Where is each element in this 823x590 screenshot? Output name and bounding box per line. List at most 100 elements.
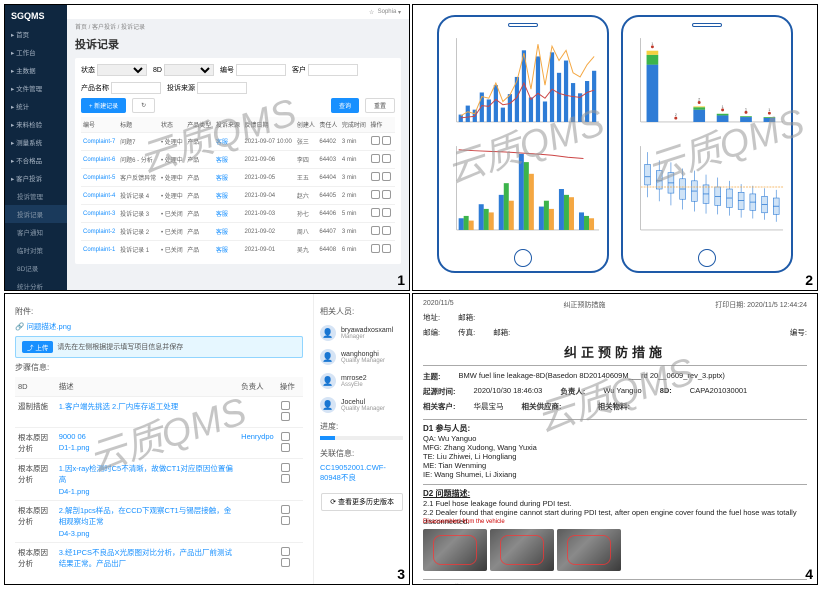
filter-id[interactable] [236, 64, 286, 76]
related-link[interactable]: CC19052001.CWF-80948不良 [320, 463, 403, 483]
edit-icon[interactable] [371, 190, 380, 199]
page-title: 投诉记录 [67, 34, 409, 54]
menu-item[interactable]: ▸ 文件管理 [5, 79, 67, 97]
step-row: 根本原因分析1.因x-ray检测时C5不清晰，故做CT1对应原因位置偏高D4-1… [15, 459, 303, 501]
report-corner: 纠正预防措施 [563, 300, 605, 310]
step-row: 遏制措施1.客户端先挑选 2.厂内库存返工处理 [15, 397, 303, 428]
step-row: 根本原因分析2.解剖1pcs样品，在CCD下观察CT1与锡层接触，金相观察均正常… [15, 501, 303, 543]
svg-text:1: 1 [768, 107, 770, 112]
steps-label: 步骤信息: [15, 362, 303, 373]
edit-icon[interactable] [371, 226, 380, 235]
related-label: 关联信息: [320, 448, 403, 459]
quad-4: 2020/11/5 纠正预防措施 打印日期: 2020/11/5 12:44:2… [412, 293, 818, 585]
d1-header: D1 参与人员: [423, 423, 807, 434]
refresh-button[interactable]: ↻ [132, 98, 155, 113]
search-button[interactable]: 查询 [331, 98, 359, 113]
expand-icon[interactable] [281, 443, 290, 452]
filter-customer[interactable] [308, 64, 358, 76]
table-row[interactable]: Complaint-7问题7• 处理中产品客服2021-09-07 10:00张… [81, 133, 395, 151]
participant: 👤wanghonghiQuality Manager [320, 345, 403, 369]
filter-8d[interactable] [164, 64, 214, 76]
menu-item[interactable]: ▸ 统计 [5, 97, 67, 115]
menu-item[interactable]: ▸ 主数据 [5, 61, 67, 79]
submenu-item[interactable]: 投诉管理 [5, 187, 67, 205]
table-row[interactable]: Complaint-5客户反馈异常• 处理中产品客服2021-09-05王五64… [81, 169, 395, 187]
steps-table: 8D描述负责人操作遏制措施1.客户端先挑选 2.厂内库存返工处理 根本原因分析9… [15, 377, 303, 573]
filter-product[interactable] [111, 82, 161, 94]
menu-item[interactable]: ▸ 测量系统 [5, 133, 67, 151]
submenu-item[interactable]: 统计分析 [5, 277, 67, 291]
evidence-photos: Disassembled from the vehicle [423, 529, 807, 571]
edit-icon[interactable] [281, 401, 290, 410]
d1-line: TE: Liu Zhiwei, Li Hongliang [423, 452, 807, 461]
complaints-table: 编号标题状态产品类型投诉来源反馈日期创建人责任人完成时间操作Complaint-… [81, 117, 395, 258]
table-row[interactable]: Complaint-4投诉记录 4• 处理中产品客服2021-09-04赵六64… [81, 187, 395, 205]
table-row[interactable]: Complaint-6问题6 - 分析• 处理中产品客服2021-09-06李四… [81, 151, 395, 169]
photo-2 [490, 529, 554, 571]
reset-button[interactable]: 重置 [365, 98, 395, 113]
submenu-item[interactable]: 临时对策 [5, 241, 67, 259]
report-title: 纠正预防措施 [423, 340, 807, 363]
delete-icon[interactable] [382, 208, 391, 217]
menu-item[interactable]: ▸ 首页 [5, 25, 67, 43]
delete-icon[interactable] [382, 136, 391, 145]
edit-icon[interactable] [281, 505, 290, 514]
submenu-item[interactable]: 8D记录 [5, 259, 67, 277]
quad-3: 附件: 🔗 问题描述.png ⤴ 上传 请先在左侧根据提示填写项目信息并保存 步… [4, 293, 410, 585]
edit-icon[interactable] [281, 463, 290, 472]
edit-icon[interactable] [371, 208, 380, 217]
delete-icon[interactable] [382, 172, 391, 181]
d2-line: 2.1 Fuel hose leakage found during PDI t… [423, 499, 807, 508]
progress-label: 进度: [320, 421, 403, 432]
svg-text:1: 1 [745, 106, 747, 111]
edit-icon[interactable] [371, 244, 380, 253]
edit-icon[interactable] [371, 172, 380, 181]
delete-icon[interactable] [382, 154, 391, 163]
chart-boxplot [629, 143, 785, 243]
breadcrumb: 首页 / 客户投诉 / 投诉记录 [67, 19, 409, 34]
table-row[interactable]: Complaint-1投诉记录 1• 已关闭产品客服2021-09-01吴九64… [81, 241, 395, 259]
step-row: 根本原因分析3.经1PCS不良品X光原图对比分析，产品出厂前测试结果正常。产品出… [15, 543, 303, 574]
step-row: 根本原因分析9000 06D1-1.pngHenrydpo [15, 428, 303, 459]
delete-icon[interactable] [382, 226, 391, 235]
quad-number: 3 [397, 566, 405, 582]
app-logo: SGQMS [5, 7, 67, 25]
avatar-icon: 👤 [320, 349, 336, 365]
photo-1: Disassembled from the vehicle [423, 529, 487, 571]
report-date: 2020/11/5 [423, 300, 454, 310]
table-row[interactable]: Complaint-2投诉记录 2• 已关闭产品客服2021-09-02周八64… [81, 223, 395, 241]
menu-item[interactable]: ▸ 来料检验 [5, 115, 67, 133]
submenu-item[interactable]: 客户通知 [5, 223, 67, 241]
user-name[interactable]: Sophia [378, 9, 397, 15]
edit-icon[interactable] [371, 154, 380, 163]
upload-button[interactable]: ⤴ 上传 [22, 341, 53, 353]
attachment-link[interactable]: 🔗 问题描述.png [15, 321, 303, 332]
expand-icon[interactable] [281, 412, 290, 421]
filter-status[interactable] [97, 64, 147, 76]
upload-notice: ⤴ 上传 请先在左侧根据提示填写项目信息并保存 [15, 336, 303, 358]
expand-icon[interactable] [281, 474, 290, 483]
participant: 👤mrrose2AssyEle [320, 369, 403, 393]
menu-item[interactable]: ▸ 不合格品 [5, 151, 67, 169]
phone-mockup-1 [437, 15, 609, 273]
quad-number: 4 [805, 566, 813, 582]
table-row[interactable]: Complaint-3投诉记录 3• 已关闭产品客服2021-09-03孙七64… [81, 205, 395, 223]
participant: 👤JocehulQuality Manager [320, 393, 403, 417]
new-record-button[interactable]: + 新建记录 [81, 98, 126, 113]
participants-label: 相关人员: [320, 306, 403, 317]
more-history-button[interactable]: ⟳ 查看更多历史版本 [321, 493, 403, 511]
expand-icon[interactable] [281, 516, 290, 525]
expand-icon[interactable] [281, 558, 290, 567]
edit-icon[interactable] [281, 547, 290, 556]
chart-bar-line [445, 35, 601, 135]
topbar: ☆ Sophia ▾ [67, 5, 409, 19]
filter-source[interactable] [197, 82, 247, 94]
delete-icon[interactable] [382, 244, 391, 253]
submenu-item[interactable]: 投诉记录 [5, 205, 67, 223]
edit-icon[interactable] [281, 432, 290, 441]
d1-line: MFG: Zhang Xudong, Wang Yuxia [423, 443, 807, 452]
menu-item[interactable]: ▸ 客户投诉 [5, 169, 67, 187]
edit-icon[interactable] [371, 136, 380, 145]
delete-icon[interactable] [382, 190, 391, 199]
menu-item[interactable]: ▸ 工作台 [5, 43, 67, 61]
